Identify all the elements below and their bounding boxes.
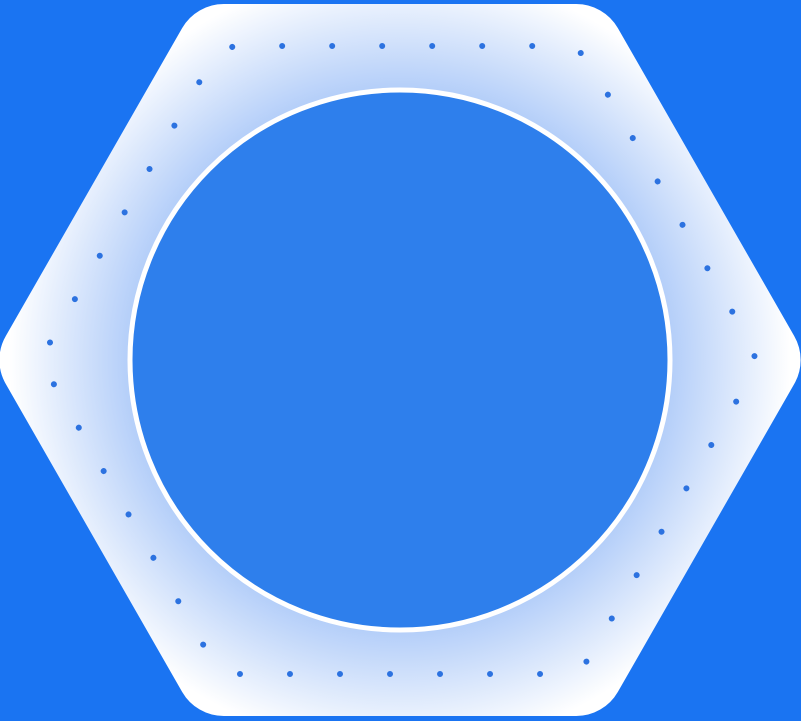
center-circle-group (127, 87, 673, 633)
center-circle (127, 87, 673, 633)
